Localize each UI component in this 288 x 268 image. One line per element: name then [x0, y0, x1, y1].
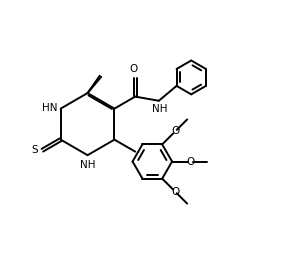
Text: O: O [186, 157, 195, 166]
Text: NH: NH [152, 104, 167, 114]
Text: S: S [31, 145, 38, 155]
Text: O: O [171, 187, 179, 197]
Text: O: O [130, 64, 138, 74]
Text: NH: NH [80, 160, 95, 170]
Text: HN: HN [42, 103, 57, 113]
Text: O: O [171, 126, 179, 136]
